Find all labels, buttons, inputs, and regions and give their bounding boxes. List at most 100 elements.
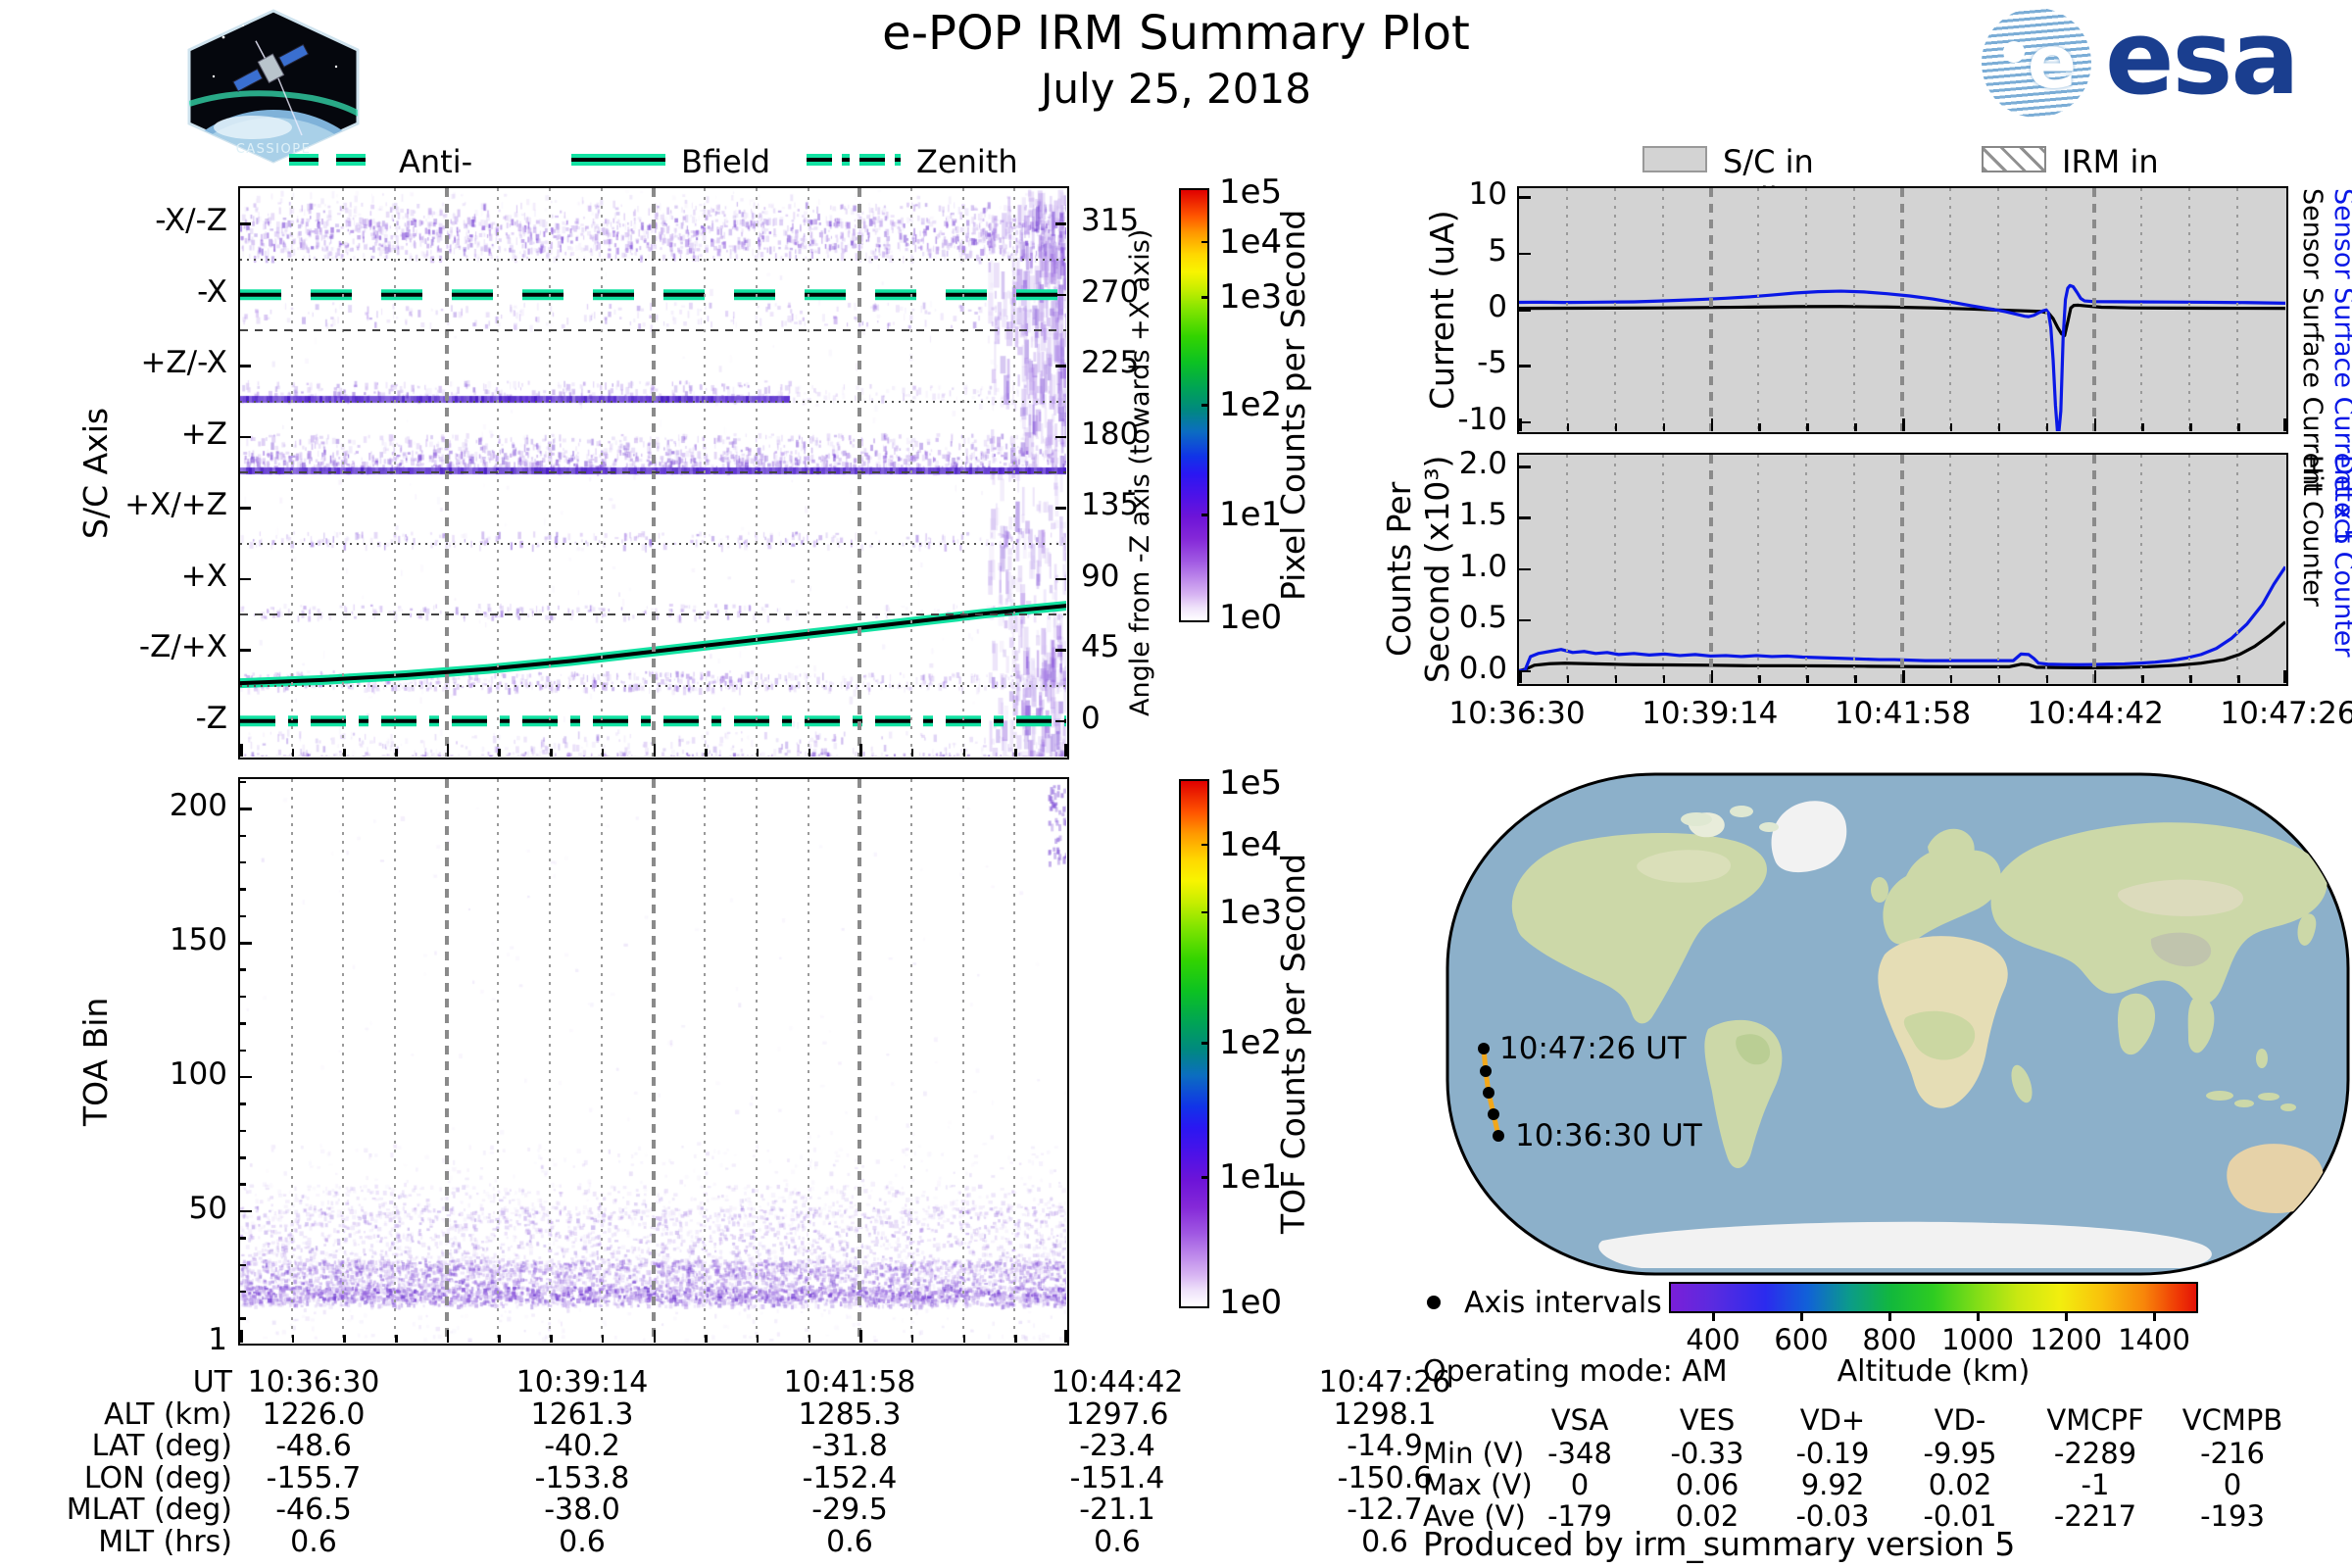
angle-tick-label: 135 [1081, 487, 1140, 523]
angle-tick-label: 0 [1081, 700, 1101, 736]
x-tick [1997, 423, 2001, 431]
x-tick [910, 1335, 914, 1343]
sc-axis-spectrogram-plot [238, 186, 1069, 760]
gridline-vertical [704, 779, 707, 1343]
colorbar-tick-label: 1e5 [1219, 172, 1283, 212]
gridline-vertical [1013, 779, 1016, 1343]
voltage-row-label: Max (V) [1423, 1468, 1533, 1501]
colorbar-tick-label: 1e1 [1219, 495, 1283, 535]
x-tick [859, 744, 862, 757]
y-tick [240, 222, 251, 225]
voltage-cell: -193 [2200, 1499, 2265, 1533]
colorbar-tick [1201, 296, 1209, 299]
gridline-vertical [1900, 455, 1904, 683]
x-tick [446, 744, 450, 757]
gridline-vertical [1853, 188, 1856, 431]
colorbar-tick-label: 1e4 [1219, 824, 1283, 864]
colorbar-tick-label: 1e2 [1219, 1023, 1283, 1063]
x-tick [808, 749, 811, 757]
x-tick [550, 1335, 553, 1343]
toa-tick-label: 200 [169, 788, 227, 824]
gridline-vertical [2236, 455, 2239, 683]
bfield-line-sample [571, 154, 665, 166]
altitude-tick [2065, 1311, 2068, 1321]
altitude-colorbar [1669, 1282, 2198, 1313]
row-boundary-line [240, 542, 1066, 545]
y-tick [240, 1129, 246, 1133]
angle-tick-label: 180 [1081, 416, 1140, 452]
series-sensor-surface-current [1519, 303, 2285, 338]
x-tick [446, 1330, 450, 1343]
track-start-time-label: 10:36:30 UT [1515, 1118, 1702, 1153]
y-tick [240, 1183, 246, 1186]
voltage-cell: 9.92 [1800, 1468, 1865, 1501]
y-tick [240, 577, 251, 581]
row-boundary-line [240, 258, 1066, 261]
gridline-vertical [807, 779, 809, 1343]
y-tick [1519, 309, 1531, 312]
gridline-vertical [444, 779, 449, 1343]
x-tick [1519, 670, 1522, 683]
sensor-surface-current-label: Sensor Surface Current [2297, 188, 2328, 496]
y-tick [240, 1290, 246, 1294]
angle-tick-label: 45 [1081, 629, 1120, 665]
x-tick [2141, 423, 2144, 431]
counts-plot [1517, 453, 2288, 686]
ephemeris-cell: -23.4 [1079, 1429, 1155, 1463]
gridline-vertical [858, 779, 862, 1343]
y-tick [1055, 435, 1066, 439]
gridline-vertical [651, 779, 656, 1343]
y-tick [1055, 293, 1066, 297]
y-tick-label: -5 [1477, 345, 1507, 381]
gridline-vertical [755, 779, 758, 1343]
gridline-vertical [1805, 188, 1808, 431]
y-tick [1055, 649, 1066, 652]
ephemeris-cell: -40.2 [544, 1429, 620, 1463]
gridline-vertical [2091, 455, 2096, 683]
x-tick [653, 744, 656, 757]
shadow-swatch [1982, 146, 2046, 172]
ephemeris-cell: 0.6 [290, 1525, 337, 1559]
gridline-vertical [961, 779, 964, 1343]
colorbar-tick [1201, 843, 1209, 847]
ephemeris-cell: 1261.3 [530, 1397, 634, 1432]
voltage-column-header: VCMPB [2181, 1403, 2283, 1437]
y-tick [240, 649, 251, 652]
esa-globe-icon: e [1982, 8, 2091, 118]
row-boundary-line [240, 471, 1066, 473]
gridline-vertical [2091, 188, 2096, 431]
badge-satellite [232, 40, 310, 92]
colorbar-tick-label: 1e3 [1219, 892, 1283, 932]
x-tick [756, 1335, 760, 1343]
toa-tick-label: 100 [169, 1055, 227, 1092]
x-tick [2189, 423, 2192, 431]
sc-axis-ylabel: S/C Axis [76, 407, 115, 539]
sc-axis-category: +X/+Z [124, 487, 227, 523]
y-tick [1055, 365, 1066, 368]
page-title: e-POP IRM Summary Plot [882, 6, 1470, 61]
y-tick [240, 942, 252, 945]
y-tick [240, 365, 251, 368]
detect-counter-label: Detect Counter [2328, 455, 2352, 658]
ephemeris-cell: -14.9 [1347, 1429, 1423, 1463]
y-tick-label: -10 [1457, 401, 1507, 437]
gridline-vertical [2188, 455, 2191, 683]
altitude-tick-label: 600 [1774, 1323, 1829, 1356]
y-tick [1519, 516, 1531, 519]
ephemeris-cell: 10:39:14 [515, 1365, 649, 1399]
x-tick [1758, 423, 1761, 431]
toa-tick-label: 1 [208, 1322, 227, 1357]
gridline-vertical [2044, 188, 2047, 431]
time-tick-label: 10:36:30 [1448, 696, 1586, 731]
y-tick [240, 507, 251, 510]
sc-axis-category: +X [180, 558, 227, 594]
gridline-vertical [1708, 188, 1713, 431]
x-tick [1854, 423, 1857, 431]
ephemeris-cell: -31.8 [811, 1429, 888, 1463]
toa-tick-label: 150 [169, 922, 227, 958]
x-tick [2093, 670, 2096, 683]
voltage-cell: 0.02 [1675, 1499, 1740, 1533]
colorbar-tick [1201, 404, 1209, 407]
gridline-vertical [2236, 188, 2239, 431]
gridline-vertical [394, 779, 397, 1343]
